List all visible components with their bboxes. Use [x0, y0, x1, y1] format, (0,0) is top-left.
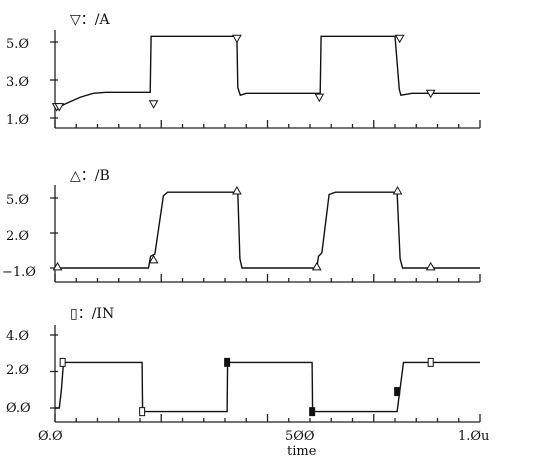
x-tick-0: Ø.Ø [38, 429, 63, 444]
panel-in-marker-5 [427, 357, 434, 367]
panel-a-marker-6 [425, 89, 436, 99]
panel-b-marker-4 [392, 185, 403, 195]
panel-b-plot-area [50, 185, 481, 283]
panel-in: ▯：/IN 4.Ø 2.Ø Ø.Ø Ø.Ø 5ØØ 1.Øu time [6, 306, 489, 459]
panel-a-marker-5 [394, 34, 405, 44]
panel-in-plot-area [50, 325, 481, 423]
panel-b-marker-5 [425, 261, 436, 271]
panel-b-marker-1 [148, 254, 159, 264]
x-tick-1u: 1.Øu [458, 429, 489, 444]
panel-a-marker-4 [314, 93, 325, 103]
panel-a-marker-3 [232, 34, 242, 44]
panel-b-y-tick-neg1: −1.Ø [2, 265, 36, 280]
panel-a-y-tick-3: 3.Ø [6, 75, 29, 90]
panel-b-marker-2 [232, 185, 242, 195]
panel-a-title: ▽：/A [70, 12, 110, 28]
panel-in-y-tick-2: 2.Ø [6, 363, 29, 378]
panel-b-marker-0 [52, 261, 63, 271]
panel-in-marker-0 [59, 357, 66, 367]
panel-in-marker-1 [139, 407, 146, 417]
panel-in-marker-4 [394, 387, 401, 397]
panel-in-y-tick-0: Ø.Ø [6, 401, 31, 416]
panel-b-title: △：/B [70, 168, 110, 184]
panel-b-marker-3 [311, 261, 322, 271]
panel-a: ▽：/A 5.Ø 3.Ø 1.Ø [6, 12, 481, 129]
panel-a-y-tick-1: 1.Ø [6, 113, 29, 128]
x-tick-500: 5ØØ [285, 429, 315, 444]
panel-in-y-tick-4: 4.Ø [6, 329, 29, 344]
x-axis-label: time [287, 444, 317, 459]
panel-b-y-tick-5: 5.Ø [6, 193, 29, 208]
panel-in-waveform [55, 361, 480, 413]
panel-in-marker-2 [224, 357, 231, 367]
panel-in-marker-3 [309, 407, 316, 417]
panel-in-title: ▯：/IN [70, 306, 114, 322]
panel-b-waveform [55, 191, 480, 269]
panel-a-y-tick-5: 5.Ø [6, 37, 29, 52]
panel-a-waveform [54, 35, 480, 109]
panel-a-marker-1 [54, 103, 65, 112]
panel-a-plot-area [50, 30, 481, 129]
panel-b: △：/B 5.Ø 2.Ø −1.Ø [2, 168, 481, 283]
panel-b-y-tick-2: 2.Ø [6, 229, 29, 244]
panel-a-marker-2 [148, 100, 159, 109]
